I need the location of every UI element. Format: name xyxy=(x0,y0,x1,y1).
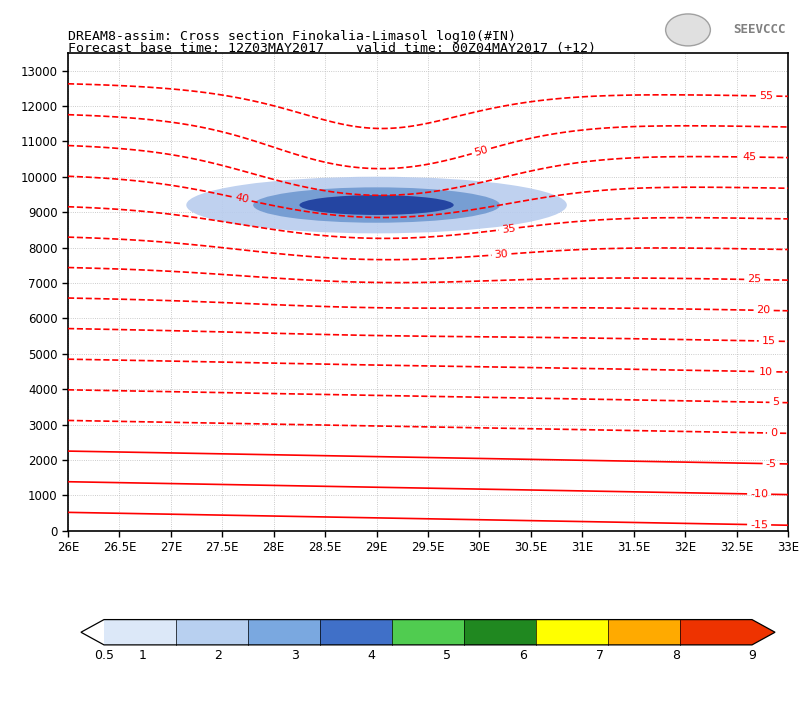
Text: 30: 30 xyxy=(0,703,1,704)
Text: SEEVCCC: SEEVCCC xyxy=(733,23,786,37)
Text: 3: 3 xyxy=(290,649,298,662)
Text: 0: 0 xyxy=(0,703,1,704)
Polygon shape xyxy=(248,620,320,645)
Text: -5: -5 xyxy=(766,458,777,469)
Polygon shape xyxy=(392,620,464,645)
Text: -10: -10 xyxy=(0,703,1,704)
Text: 5: 5 xyxy=(0,703,1,704)
Text: 0.5: 0.5 xyxy=(94,649,114,662)
Text: 50: 50 xyxy=(474,144,490,158)
Text: 6: 6 xyxy=(519,649,527,662)
Text: DREAM8-assim: Cross section Finokalia-Limasol log10(#IN): DREAM8-assim: Cross section Finokalia-Li… xyxy=(68,30,516,42)
Polygon shape xyxy=(536,620,608,645)
Polygon shape xyxy=(176,620,248,645)
Polygon shape xyxy=(680,620,752,645)
Ellipse shape xyxy=(666,14,710,46)
Text: 40: 40 xyxy=(234,193,250,206)
Ellipse shape xyxy=(186,177,567,233)
Text: 2: 2 xyxy=(214,649,222,662)
Text: -15: -15 xyxy=(0,703,1,704)
Text: 45: 45 xyxy=(742,152,757,162)
Text: 10: 10 xyxy=(0,703,1,704)
Polygon shape xyxy=(104,620,176,645)
Text: Forecast base time: 12Z03MAY2017    valid time: 00Z04MAY2017 (+12): Forecast base time: 12Z03MAY2017 valid t… xyxy=(68,42,596,55)
Text: 8: 8 xyxy=(672,649,680,662)
Text: 25: 25 xyxy=(747,275,762,284)
Polygon shape xyxy=(608,620,680,645)
Text: 15: 15 xyxy=(762,336,776,346)
Text: 55: 55 xyxy=(759,91,774,101)
Polygon shape xyxy=(464,620,536,645)
Text: 25: 25 xyxy=(0,703,1,704)
Text: -15: -15 xyxy=(750,520,768,530)
Text: 1: 1 xyxy=(138,649,146,662)
Text: 45: 45 xyxy=(0,703,1,704)
Text: 20: 20 xyxy=(0,703,1,704)
Text: 35: 35 xyxy=(502,223,516,234)
Text: 15: 15 xyxy=(0,703,1,704)
Text: 7: 7 xyxy=(595,649,603,662)
Polygon shape xyxy=(752,620,775,645)
Polygon shape xyxy=(81,620,104,645)
Polygon shape xyxy=(320,620,392,645)
Text: 40: 40 xyxy=(0,703,1,704)
Text: 20: 20 xyxy=(757,306,770,315)
Ellipse shape xyxy=(253,187,500,222)
Text: 35: 35 xyxy=(0,703,1,704)
Text: 5: 5 xyxy=(443,649,451,662)
Text: -5: -5 xyxy=(0,703,1,704)
Text: 5: 5 xyxy=(772,397,779,408)
Text: 10: 10 xyxy=(759,367,774,377)
Text: 9: 9 xyxy=(748,649,756,662)
Text: 0: 0 xyxy=(770,428,777,438)
Ellipse shape xyxy=(299,195,454,215)
Text: 4: 4 xyxy=(367,649,374,662)
Text: 50: 50 xyxy=(0,703,1,704)
Text: -10: -10 xyxy=(750,489,768,499)
Text: 55: 55 xyxy=(0,703,1,704)
Text: 30: 30 xyxy=(494,249,509,260)
